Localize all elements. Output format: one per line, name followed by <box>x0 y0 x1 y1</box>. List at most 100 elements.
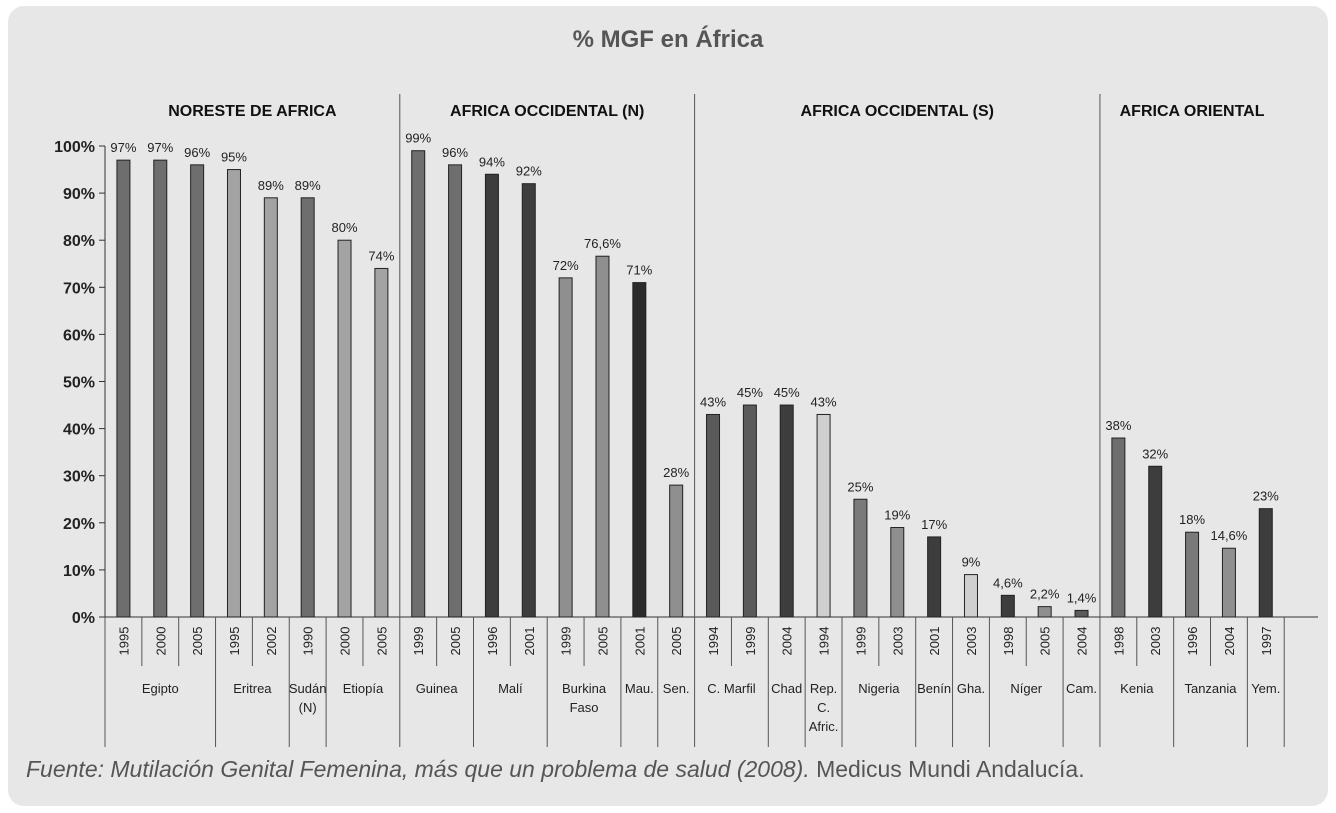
bar-value-label: 9% <box>962 555 981 570</box>
country-label: C. Marfil <box>707 681 756 696</box>
bar-value-label: 1,4% <box>1067 590 1097 605</box>
y-tick-label: 0% <box>72 610 95 627</box>
bar <box>706 413 721 618</box>
y-tick-label: 20% <box>63 516 95 533</box>
bar-value-label: 14,6% <box>1210 528 1247 543</box>
bar-value-label: 19% <box>884 508 910 523</box>
bar-value-label: 71% <box>626 263 652 278</box>
bar-value-label: 96% <box>184 145 210 160</box>
bar <box>1185 531 1200 618</box>
region-header: AFRICA OCCIDENTAL (S) <box>801 103 994 120</box>
bar <box>153 159 168 618</box>
country-label: Níger <box>1010 681 1042 696</box>
bar-value-label: 18% <box>1179 512 1205 527</box>
country-label: Guinea <box>416 681 459 696</box>
country-label: Nigeria <box>858 681 900 696</box>
bar-value-label: 74% <box>368 248 394 263</box>
bar-value-label: 17% <box>921 517 947 532</box>
y-tick-label: 90% <box>63 186 95 203</box>
y-tick-label: 30% <box>63 469 95 486</box>
bar <box>484 173 499 618</box>
region-header: NORESTE DE AFRICA <box>168 103 337 120</box>
bar-value-label: 45% <box>774 385 800 400</box>
region-header: AFRICA OCCIDENTAL (N) <box>450 103 644 120</box>
year-label: 1999 <box>743 627 758 656</box>
year-label: 2001 <box>522 627 537 656</box>
bar <box>521 183 536 618</box>
bar-value-label: 76,6% <box>584 236 621 251</box>
year-label: 2003 <box>890 627 905 656</box>
country-label: Yem. <box>1251 681 1280 696</box>
bar <box>1074 609 1089 618</box>
bar-value-label: 43% <box>700 394 726 409</box>
bar-value-label: 38% <box>1105 418 1131 433</box>
y-tick-label: 40% <box>63 422 95 439</box>
bar-value-label: 99% <box>405 131 431 146</box>
bar-chart: 0% 10% 20% 30% 40% 50% 60% 70% 80% 90% 100% NORESTE… <box>54 94 1318 747</box>
country-label: Afric. <box>809 719 839 734</box>
year-label: 2003 <box>964 627 979 656</box>
bar <box>742 404 757 618</box>
country-label: Sudán <box>289 681 327 696</box>
bar-value-label: 89% <box>258 178 284 193</box>
year-label: 2003 <box>1148 627 1163 656</box>
y-tick-label: 10% <box>63 563 95 580</box>
bar <box>669 484 684 618</box>
year-label: 2005 <box>595 627 610 656</box>
bar <box>595 255 610 618</box>
country-label: Eritrea <box>233 681 272 696</box>
year-label: 2005 <box>1038 627 1053 656</box>
bar <box>927 536 942 618</box>
country-label: Rep. <box>810 681 837 696</box>
source-caption: Fuente: Mutilación Genital Femenina, más… <box>26 756 1085 783</box>
bar <box>1148 465 1163 618</box>
year-label: 2005 <box>669 627 684 656</box>
country-label: Faso <box>570 700 599 715</box>
country-label: Cam. <box>1066 681 1097 696</box>
country-label: Egipto <box>142 681 179 696</box>
bar-value-label: 23% <box>1253 489 1279 504</box>
year-label: 2005 <box>190 627 205 656</box>
bar-value-label: 43% <box>811 394 837 409</box>
bar <box>779 404 794 618</box>
bar <box>411 150 426 618</box>
year-label: 2000 <box>338 627 353 656</box>
region-header: AFRICA ORIENTAL <box>1120 103 1265 120</box>
bar-value-label: 45% <box>737 385 763 400</box>
bar <box>963 574 978 618</box>
y-tick-label: 80% <box>63 233 95 250</box>
bar <box>1258 508 1273 618</box>
country-label: Sen. <box>663 681 690 696</box>
chart-panel: % MGF en África 0% 10% 20% 30% 40% 50% 60% 70% 8… <box>8 6 1328 806</box>
year-label: 1995 <box>227 627 242 656</box>
bar <box>1000 594 1015 618</box>
country-label: Tanzania <box>1184 681 1237 696</box>
bar-value-label: 97% <box>147 140 173 155</box>
bar <box>226 169 241 618</box>
chart-title: % MGF en África <box>572 26 764 53</box>
country-label: Benín <box>917 681 951 696</box>
bar-value-label: 94% <box>479 154 505 169</box>
bar <box>190 164 205 618</box>
bar <box>558 277 573 618</box>
bar <box>816 413 831 618</box>
year-label: 1994 <box>817 627 832 656</box>
year-label: 2002 <box>264 627 279 656</box>
country-label: Burkina <box>562 681 607 696</box>
year-label: 2001 <box>927 627 942 656</box>
year-label: 1996 <box>1185 627 1200 656</box>
bar-value-label: 25% <box>847 479 873 494</box>
bar-value-label: 4,6% <box>993 575 1023 590</box>
year-label: 1994 <box>706 627 721 656</box>
bar <box>1111 437 1126 618</box>
y-tick-label: 50% <box>63 375 95 392</box>
bar-value-label: 32% <box>1142 446 1168 461</box>
year-label: 1998 <box>1001 627 1016 656</box>
bar <box>374 267 389 618</box>
year-label: 2001 <box>632 627 647 656</box>
year-label: 2005 <box>448 627 463 656</box>
bar-value-label: 80% <box>332 220 358 235</box>
bar <box>263 197 278 618</box>
y-tick-label: 100% <box>54 139 95 156</box>
bar-value-label: 72% <box>553 258 579 273</box>
